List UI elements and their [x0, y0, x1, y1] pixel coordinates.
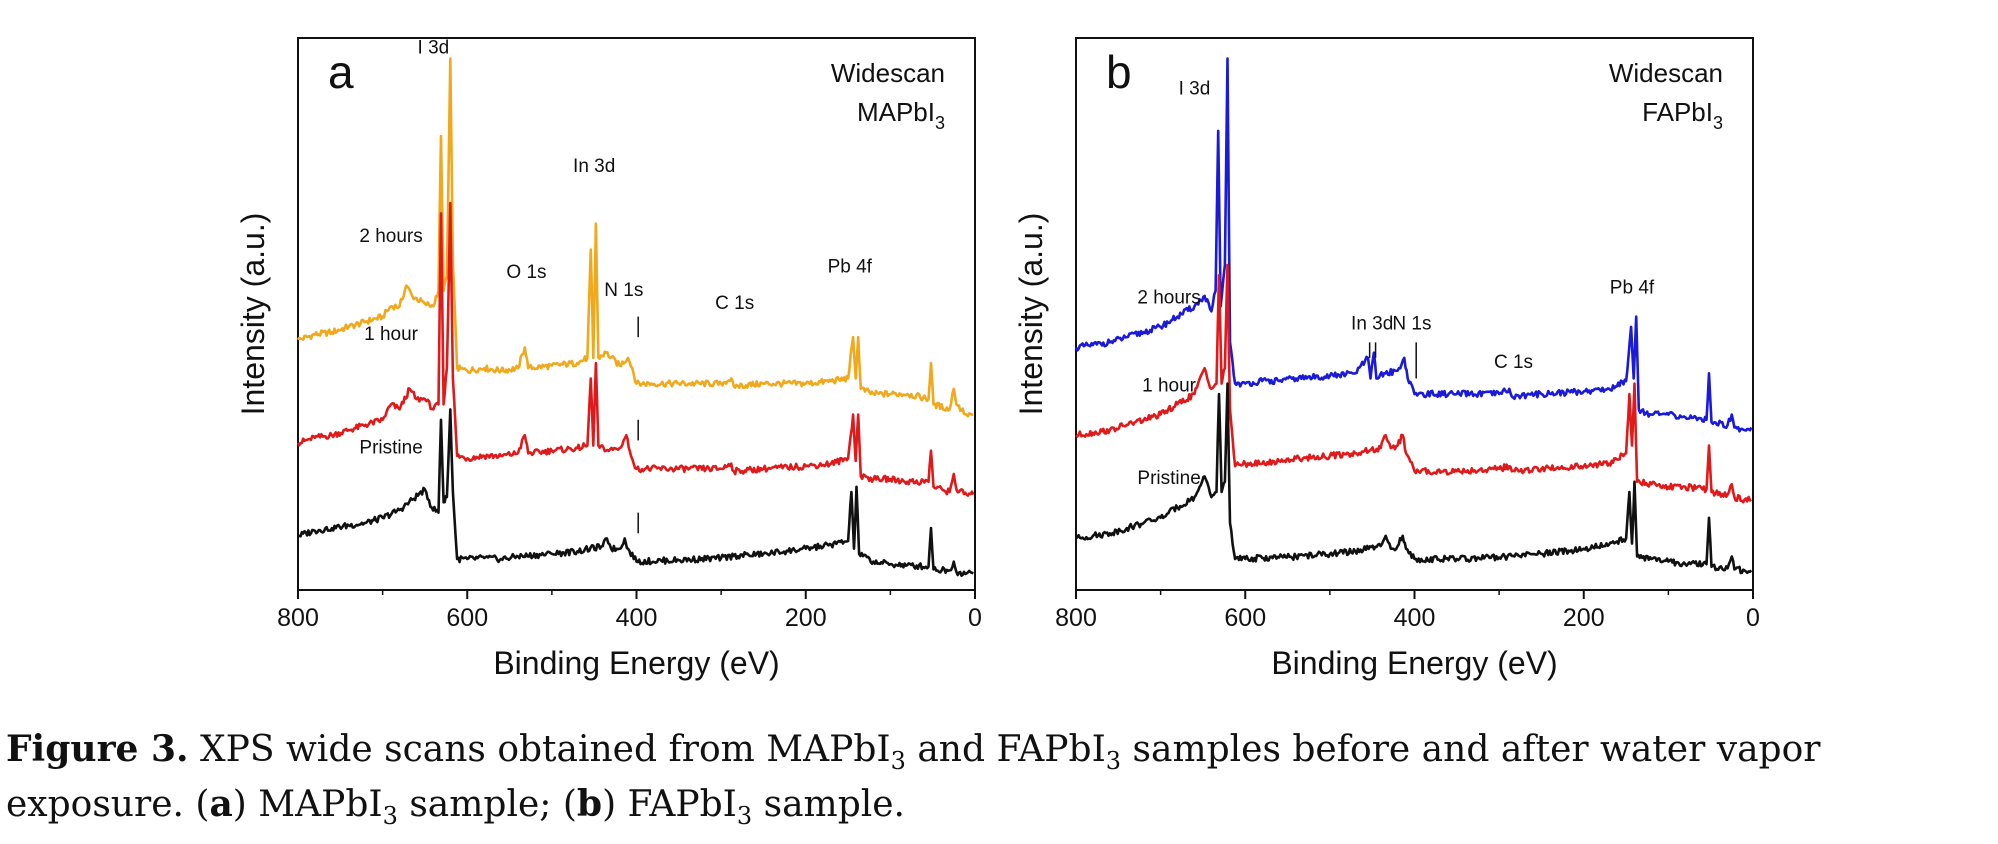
series-line-1-hour — [296, 201, 975, 497]
peak-label-in-3d: In 3d — [1351, 313, 1393, 334]
panel-label-a: a — [328, 46, 354, 98]
x-tick-label-600: 600 — [446, 604, 488, 632]
x-tick-label-0: 0 — [968, 604, 982, 632]
peak-label-pb-4f: Pb 4f — [1610, 277, 1655, 298]
x-tick-label-0: 0 — [1746, 604, 1760, 632]
series-line-1-hour — [1075, 263, 1752, 504]
panel-title-line-1: Widescan — [1609, 58, 1723, 88]
series-label-2-hours: 2 hours — [1137, 288, 1200, 309]
peak-label-i-3d: I 3d — [418, 37, 450, 58]
caption-sub-4: 3 — [736, 802, 753, 830]
peak-label-i-3d: I 3d — [1179, 79, 1211, 100]
x-tick-label-600: 600 — [1224, 604, 1266, 632]
y-axis-label: Intensity (a.u.) — [1013, 213, 1049, 416]
peak-label-c-1s: C 1s — [715, 293, 754, 314]
caption-line-2: exposure. (a) MAPbI3 sample; (b) FAPbI3 … — [6, 777, 1986, 832]
panel-title-compound: FAPbI — [1642, 97, 1713, 127]
x-tick-label-800: 800 — [1055, 604, 1097, 632]
peak-label-pb-4f: Pb 4f — [828, 257, 873, 278]
xps-figure: 800 600 400 200 0 Binding Energy (eV) Intensit… — [235, 37, 1760, 681]
caption-sub-1: 3 — [890, 747, 906, 775]
series-line-pristine — [1075, 382, 1753, 575]
x-tick-label-800: 800 — [277, 604, 319, 632]
panel-label-b: b — [1106, 46, 1132, 98]
series-label-pristine: Pristine — [1137, 468, 1200, 489]
figure-caption: Figure 3. XPS wide scans obtained from M… — [6, 722, 1986, 832]
panel-title-subscript: 3 — [1713, 113, 1723, 133]
x-tick-label-400: 400 — [1394, 604, 1436, 632]
caption-line-1: Figure 3. XPS wide scans obtained from M… — [6, 722, 1986, 777]
caption-text-1c: samples before and after water vapor — [1121, 729, 1821, 770]
caption-text-2f: ) FAPbI — [602, 784, 737, 825]
caption-sub-2: 3 — [1105, 747, 1122, 775]
series-line-pristine — [297, 408, 974, 577]
series-label-pristine: Pristine — [359, 437, 422, 458]
caption-text-2c: ) MAPbI — [232, 784, 383, 825]
caption-panel-b: b — [576, 783, 603, 825]
x-tick-label-200: 200 — [785, 604, 827, 632]
peak-label-o-1s: O 1s — [506, 262, 546, 283]
caption-panel-a: a — [209, 783, 233, 825]
series-line-2-hours — [296, 57, 974, 418]
peak-label-in-3d: In 3d — [573, 156, 615, 177]
peak-label-n-1s: N 1s — [1392, 313, 1431, 334]
x-axis-label: Binding Energy (eV) — [493, 645, 779, 681]
peak-label-c-1s: C 1s — [1494, 352, 1533, 373]
figure-label: Figure 3. — [6, 728, 189, 770]
panel-title-line-2: FAPbI3 — [1642, 97, 1723, 133]
caption-text-2a: exposure. ( — [6, 784, 210, 825]
series-label-1-hour: 1 hour — [1142, 375, 1197, 396]
caption-text-2d: sample; ( — [397, 784, 577, 825]
chart-panel-a: 800 600 400 200 0 Binding Energy (eV) Intensit… — [235, 37, 982, 681]
peak-label-n-1s: N 1s — [604, 280, 643, 301]
y-axis-label: Intensity (a.u.) — [235, 213, 271, 416]
panel-title-subscript: 3 — [935, 113, 945, 133]
chart-panel-b: 800 600 400 200 0 Binding Energy (eV) Intensit… — [1013, 37, 1760, 681]
caption-text-2g: sample. — [752, 784, 905, 825]
x-tick-label-400: 400 — [616, 604, 658, 632]
caption-text-1b: and FAPbI — [905, 729, 1106, 770]
caption-sub-3: 3 — [382, 802, 398, 830]
x-tick-label-200: 200 — [1563, 604, 1605, 632]
series-line-2-hours — [1074, 57, 1753, 433]
caption-text-1a: XPS wide scans obtained from MAPbI — [200, 729, 891, 770]
x-axis-label: Binding Energy (eV) — [1271, 645, 1557, 681]
series-label-1-hour: 1 hour — [364, 324, 419, 345]
panel-title-line-2: MAPbI3 — [857, 97, 945, 133]
series-label-2-hours: 2 hours — [359, 226, 422, 247]
panel-title-line-1: Widescan — [831, 58, 945, 88]
panel-title-compound: MAPbI — [857, 97, 935, 127]
